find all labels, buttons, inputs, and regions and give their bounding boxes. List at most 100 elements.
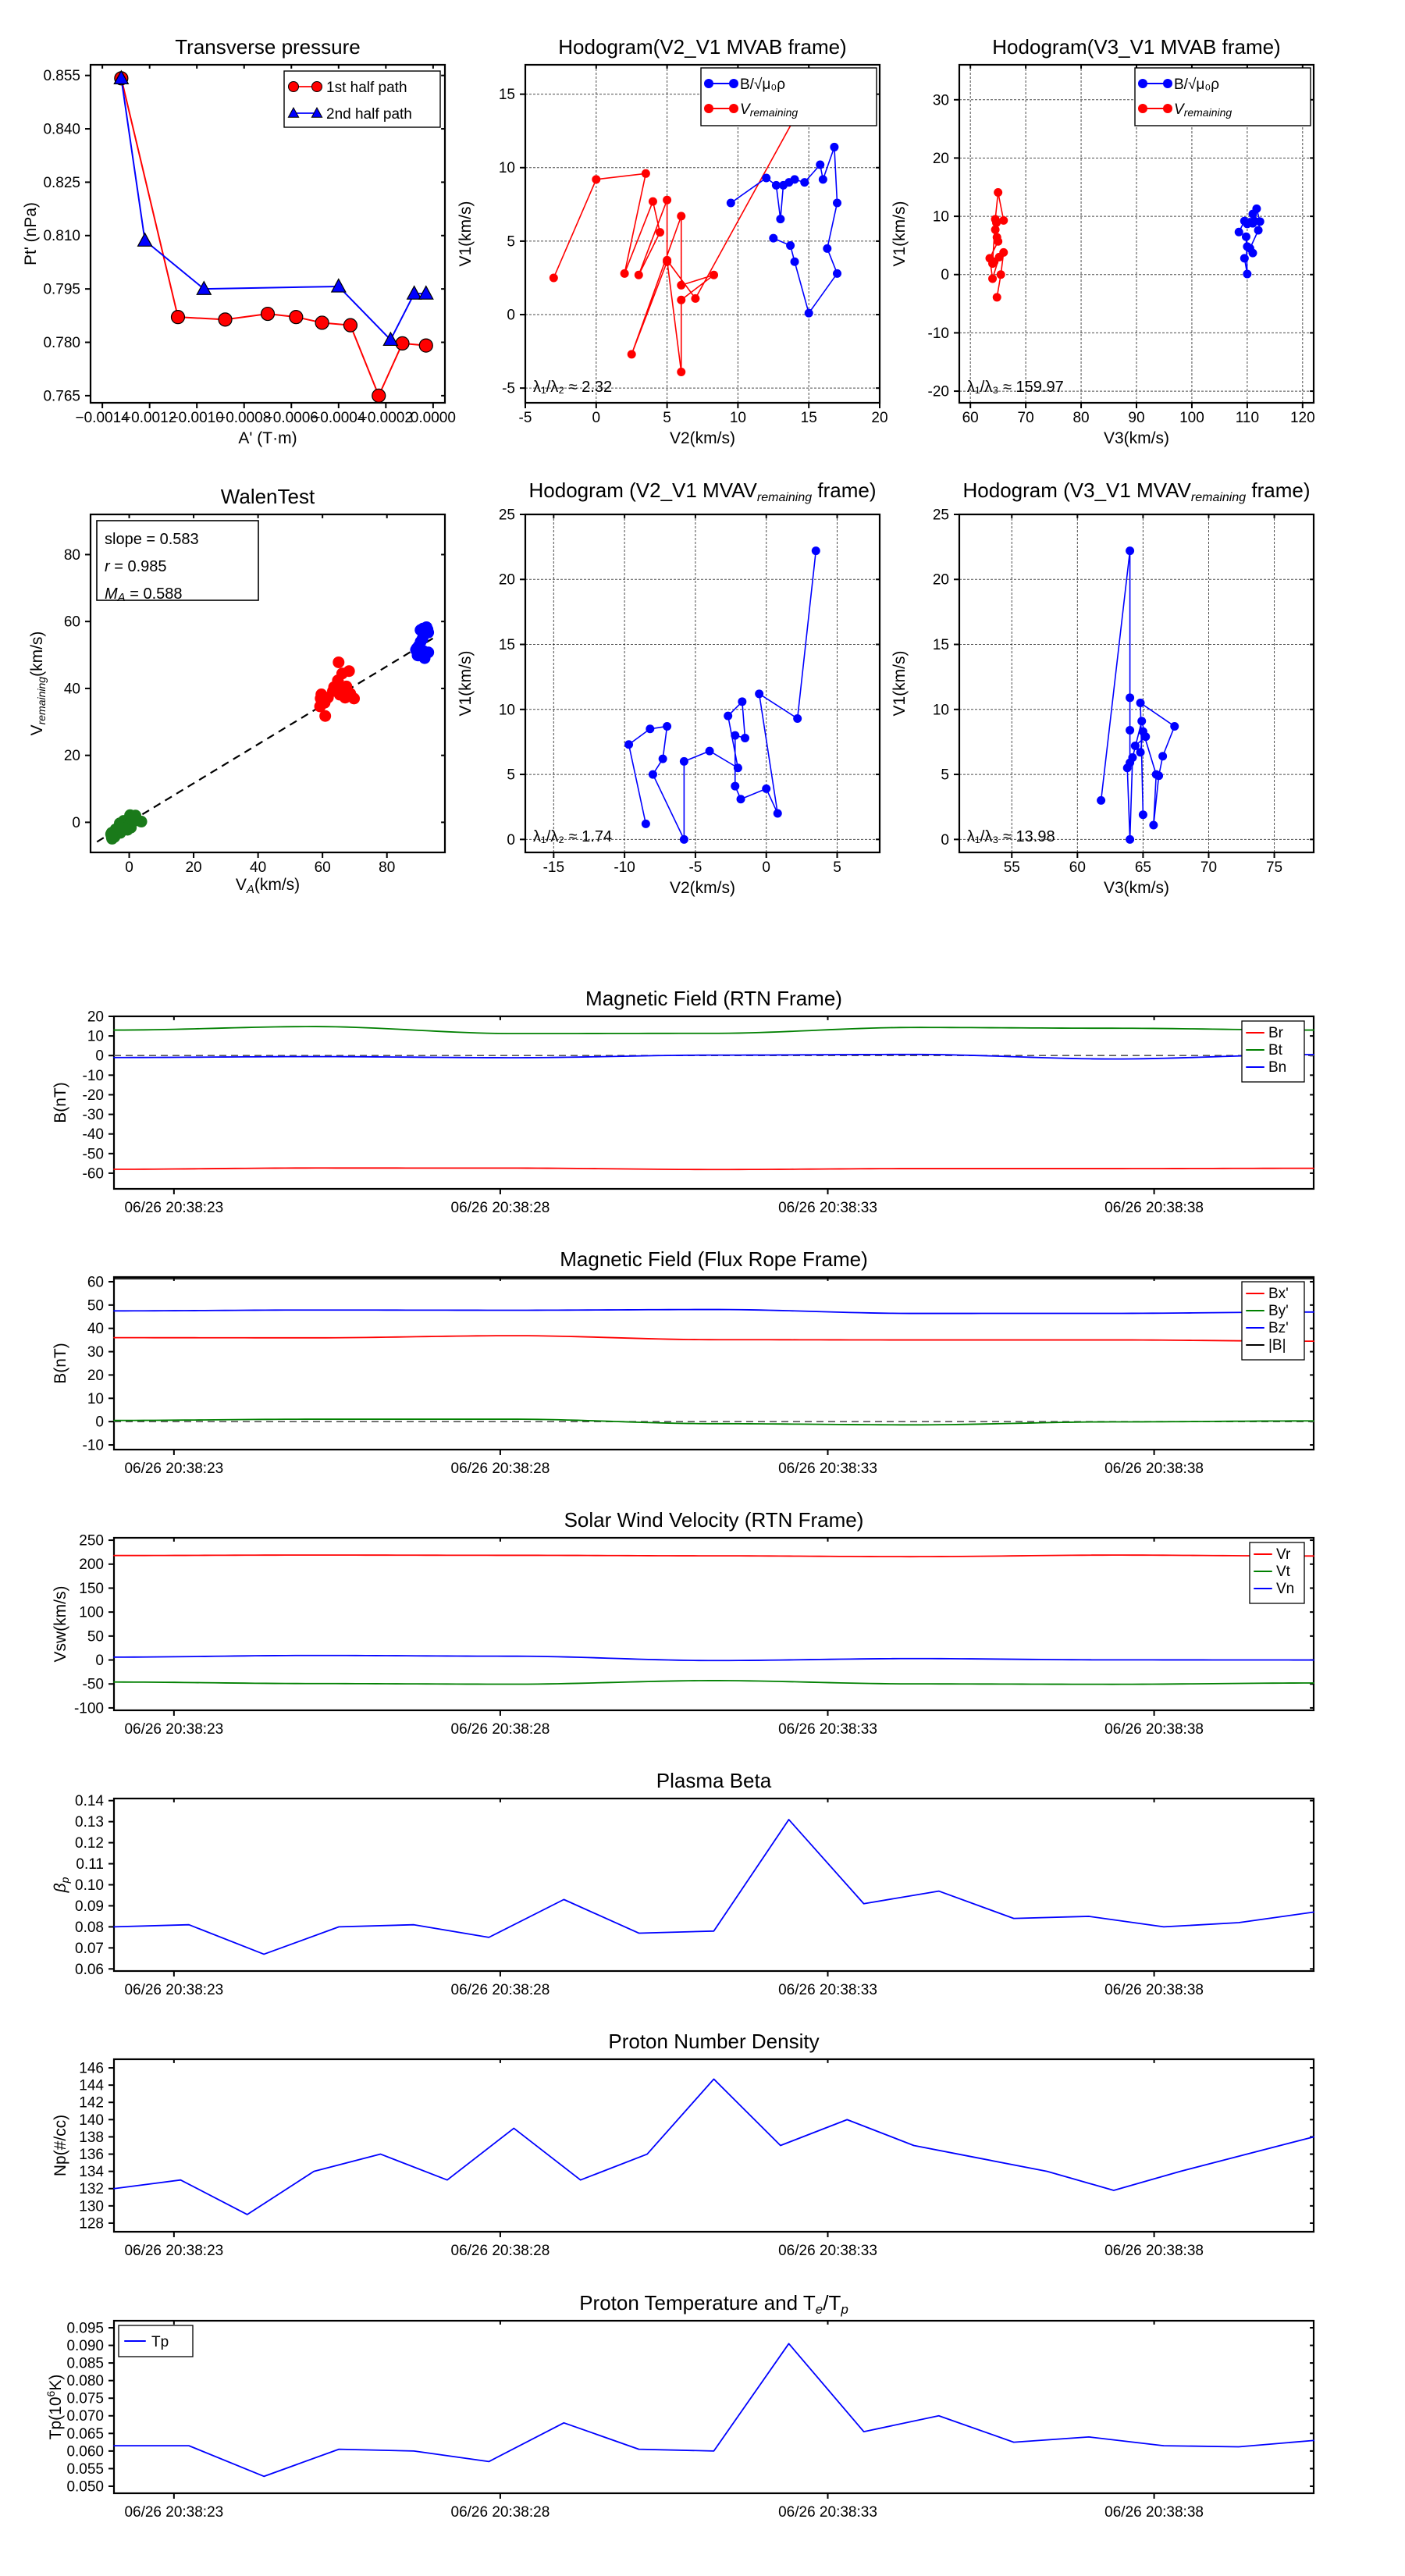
svg-text:70: 70: [1018, 410, 1034, 426]
svg-text:60: 60: [1069, 859, 1086, 876]
svg-text:146: 146: [79, 2061, 104, 2077]
svg-text:140: 140: [79, 2112, 104, 2129]
svg-text:20: 20: [933, 151, 949, 167]
svg-text:0: 0: [95, 1414, 104, 1431]
svg-text:110: 110: [1236, 410, 1259, 426]
svg-text:30: 30: [933, 92, 949, 109]
svg-text:βp: βp: [52, 1877, 71, 1894]
svg-text:15: 15: [499, 87, 515, 103]
svg-text:λ₁/λ₂ ≈ 2.32: λ₁/λ₂ ≈ 2.32: [533, 379, 612, 396]
svg-text:20: 20: [64, 748, 80, 764]
svg-text:0.050: 0.050: [66, 2478, 104, 2495]
svg-text:Vn: Vn: [1276, 1581, 1294, 1597]
svg-text:06/26 20:38:28: 06/26 20:38:28: [451, 1461, 550, 1477]
svg-text:06/26 20:38:38: 06/26 20:38:38: [1104, 1461, 1204, 1477]
svg-text:10: 10: [87, 1391, 104, 1407]
svg-text:0.14: 0.14: [75, 1794, 104, 1810]
svg-text:06/26 20:38:38: 06/26 20:38:38: [1104, 1982, 1204, 1998]
svg-text:60: 60: [87, 1275, 104, 1291]
svg-text:0.06: 0.06: [75, 1962, 104, 1978]
svg-text:80: 80: [64, 547, 80, 564]
svg-text:0: 0: [125, 859, 133, 876]
svg-text:Np(#/cc): Np(#/cc): [52, 2115, 69, 2176]
svg-text:−0.0012: −0.0012: [123, 410, 176, 426]
svg-text:50: 50: [87, 1297, 104, 1314]
svg-text:06/26 20:38:23: 06/26 20:38:23: [124, 1200, 223, 1216]
svg-text:0: 0: [941, 832, 949, 849]
svg-text:WalenTest: WalenTest: [221, 485, 315, 508]
svg-text:0.075: 0.075: [66, 2390, 104, 2407]
svg-text:40: 40: [250, 859, 266, 876]
svg-text:134: 134: [79, 2165, 104, 2181]
svg-text:06/26 20:38:23: 06/26 20:38:23: [124, 1982, 223, 1998]
svg-text:136: 136: [79, 2147, 104, 2163]
svg-text:150: 150: [79, 1581, 104, 1597]
svg-text:Tp(106K): Tp(106K): [44, 2374, 65, 2439]
svg-text:0: 0: [762, 859, 770, 876]
svg-text:0.840: 0.840: [43, 122, 80, 138]
svg-text:0: 0: [95, 1048, 104, 1065]
svg-text:0.090: 0.090: [66, 2338, 104, 2354]
svg-text:06/26 20:38:23: 06/26 20:38:23: [124, 1461, 223, 1477]
svg-text:1st half path: 1st half path: [326, 80, 407, 96]
svg-text:VA(km/s): VA(km/s): [236, 876, 300, 896]
svg-text:Magnetic Field (Flux Rope Fram: Magnetic Field (Flux Rope Frame): [560, 1247, 867, 1271]
svg-text:Br: Br: [1268, 1025, 1284, 1041]
svg-text:−0.0006: −0.0006: [265, 410, 318, 426]
svg-text:06/26 20:38:28: 06/26 20:38:28: [451, 2504, 550, 2521]
svg-text:0: 0: [95, 1653, 104, 1669]
svg-text:5: 5: [663, 410, 671, 426]
svg-text:0.13: 0.13: [75, 1814, 104, 1831]
svg-text:Vt: Vt: [1276, 1564, 1291, 1580]
svg-text:25: 25: [933, 507, 949, 523]
svg-text:06/26 20:38:38: 06/26 20:38:38: [1104, 2504, 1204, 2521]
svg-text:132: 132: [79, 2182, 104, 2198]
svg-text:06/26 20:38:33: 06/26 20:38:33: [778, 2243, 877, 2259]
svg-text:06/26 20:38:33: 06/26 20:38:33: [778, 1982, 877, 1998]
svg-text:90: 90: [1128, 410, 1144, 426]
svg-text:-5: -5: [688, 859, 702, 876]
svg-text:06/26 20:38:38: 06/26 20:38:38: [1104, 1721, 1204, 1738]
svg-text:06/26 20:38:28: 06/26 20:38:28: [451, 1721, 550, 1738]
svg-text:V3(km/s): V3(km/s): [1104, 429, 1169, 447]
svg-text:10: 10: [499, 160, 515, 176]
svg-text:Pt' (nPa): Pt' (nPa): [22, 202, 40, 265]
svg-text:10: 10: [499, 702, 515, 718]
svg-text:10: 10: [933, 209, 949, 226]
svg-text:-60: -60: [83, 1165, 104, 1182]
svg-text:Bn: Bn: [1268, 1059, 1286, 1076]
svg-text:06/26 20:38:33: 06/26 20:38:33: [778, 1721, 877, 1738]
svg-text:60: 60: [64, 614, 80, 631]
svg-text:5: 5: [941, 767, 949, 784]
svg-text:50: 50: [87, 1629, 104, 1646]
svg-text:142: 142: [79, 2095, 104, 2112]
svg-text:V1(km/s): V1(km/s): [457, 201, 475, 267]
svg-text:Solar Wind Velocity (RTN Frame: Solar Wind Velocity (RTN Frame): [564, 1508, 864, 1532]
svg-text:Transverse pressure: Transverse pressure: [175, 35, 360, 59]
svg-text:0: 0: [592, 410, 601, 426]
svg-text:2nd half path: 2nd half path: [326, 106, 412, 123]
svg-text:V1(km/s): V1(km/s): [891, 201, 909, 267]
svg-text:-50: -50: [83, 1146, 104, 1162]
svg-text:-15: -15: [543, 859, 564, 876]
svg-text:V1(km/s): V1(km/s): [457, 651, 475, 717]
svg-text:06/26 20:38:38: 06/26 20:38:38: [1104, 1200, 1204, 1216]
svg-text:15: 15: [801, 410, 817, 426]
svg-text:0.055: 0.055: [66, 2460, 104, 2477]
svg-text:Hodogram (V2_V1 MVAVremaining: Hodogram (V2_V1 MVAVremaining frame): [529, 479, 877, 504]
svg-text:144: 144: [79, 2078, 104, 2094]
svg-text:By': By': [1268, 1303, 1289, 1319]
svg-text:0.08: 0.08: [75, 1920, 104, 1936]
svg-text:−0.0014: −0.0014: [76, 410, 130, 426]
svg-text:20: 20: [185, 859, 201, 876]
svg-text:70: 70: [1200, 859, 1217, 876]
svg-text:-10: -10: [83, 1438, 104, 1454]
svg-text:A' (T·m): A' (T·m): [238, 429, 297, 447]
svg-text:06/26 20:38:33: 06/26 20:38:33: [778, 1461, 877, 1477]
svg-text:V3(km/s): V3(km/s): [1104, 879, 1169, 897]
svg-text:20: 20: [87, 1368, 104, 1384]
svg-text:10: 10: [730, 410, 746, 426]
svg-text:|B|: |B|: [1268, 1337, 1286, 1354]
svg-text:-40: -40: [83, 1126, 104, 1143]
svg-text:06/26 20:38:28: 06/26 20:38:28: [451, 1200, 550, 1216]
